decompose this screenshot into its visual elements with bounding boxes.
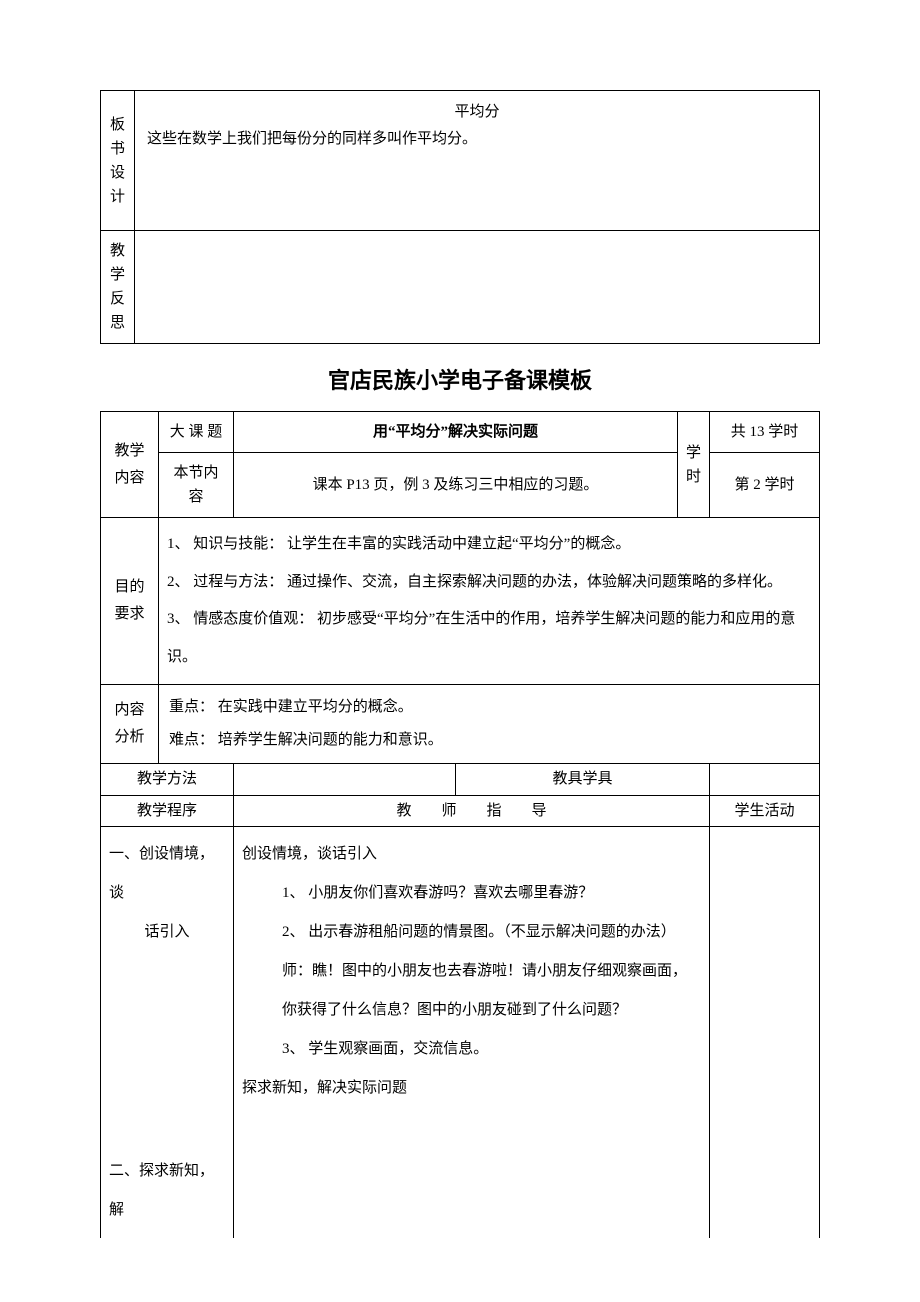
proc-part1-left: 一、创设情境，谈 — [109, 835, 225, 913]
total-hours: 共 13 学时 — [710, 412, 820, 453]
student-activity-label: 学生活动 — [710, 795, 820, 827]
content-analysis-label: 内容分析 — [101, 685, 159, 764]
proc-item: 3、 学生观察画面，交流信息。 — [282, 1030, 701, 1069]
reflection-content — [135, 231, 820, 344]
objectives-cell: 1、 知识与技能： 让学生在丰富的实践活动中建立起“平均分”的概念。 2、 过程… — [159, 518, 820, 685]
tools-value — [710, 764, 820, 796]
keypoint-text: 重点： 在实践中建立平均分的概念。 — [169, 691, 809, 724]
big-topic-label: 大 课 题 — [159, 412, 234, 453]
section-content-label: 本节内容 — [159, 453, 234, 518]
board-title: 平均分 — [147, 101, 807, 124]
proc-item: 2、 出示春游租船问题的情景图。（不显示解决问题的办法） — [282, 913, 701, 952]
teacher-guide-label: 教 师 指 导 — [234, 795, 710, 827]
proc-part2-left: 二、探求新知，解 — [109, 1152, 225, 1230]
procedure-right — [710, 827, 820, 1239]
proc-part1-head: 创设情境，谈话引入 — [242, 835, 701, 874]
board-design-content: 平均分 这些在数学上我们把每份分的同样多叫作平均分。 — [135, 91, 820, 231]
big-topic: 用“平均分”解决实际问题 — [234, 412, 678, 453]
board-text: 这些在数学上我们把每份分的同样多叫作平均分。 — [147, 128, 807, 151]
top-block-table: 板书设计 平均分 这些在数学上我们把每份分的同样多叫作平均分。 教学反思 — [100, 90, 820, 344]
objective-label: 目的要求 — [101, 518, 159, 685]
xueshi-label: 学时 — [678, 412, 710, 518]
procedure-label: 教学程序 — [101, 795, 234, 827]
lesson-table: 教学内容 大 课 题 用“平均分”解决实际问题 学时 共 13 学时 本节内容 … — [100, 411, 820, 1238]
proc-item: 师：瞧！图中的小朋友也去春游啦！请小朋友仔细观察画面，你获得了什么信息？图中的小… — [282, 952, 701, 1030]
procedure-mid: 创设情境，谈话引入 1、 小朋友你们喜欢春游吗？喜欢去哪里春游？ 2、 出示春游… — [234, 827, 710, 1239]
method-value — [234, 764, 456, 796]
tools-label: 教具学具 — [456, 764, 710, 796]
section-content: 课本 P13 页，例 3 及练习三中相应的习题。 — [234, 453, 678, 518]
page-title: 官店民族小学电子备课模板 — [100, 364, 820, 397]
proc-item: 1、 小朋友你们喜欢春游吗？喜欢去哪里春游？ — [282, 874, 701, 913]
procedure-left: 一、创设情境，谈 话引入 二、探求新知，解 — [101, 827, 234, 1239]
difficulty-text: 难点： 培养学生解决问题的能力和意识。 — [169, 724, 809, 757]
content-analysis-cell: 重点： 在实践中建立平均分的概念。 难点： 培养学生解决问题的能力和意识。 — [159, 685, 820, 764]
objective-item: 1、 知识与技能： 让学生在丰富的实践活动中建立起“平均分”的概念。 — [167, 526, 811, 564]
current-hour: 第 2 学时 — [710, 453, 820, 518]
proc-part2-head: 探求新知，解决实际问题 — [242, 1069, 701, 1108]
method-label: 教学方法 — [101, 764, 234, 796]
objective-item: 3、 情感态度价值观： 初步感受“平均分”在生活中的作用，培养学生解决问题的能力… — [167, 601, 811, 676]
teaching-content-label: 教学内容 — [101, 412, 159, 518]
proc-part1-left2: 话引入 — [109, 913, 225, 952]
objective-item: 2、 过程与方法： 通过操作、交流，自主探索解决问题的办法，体验解决问题策略的多… — [167, 564, 811, 602]
board-design-label: 板书设计 — [101, 91, 135, 231]
reflection-label: 教学反思 — [101, 231, 135, 344]
